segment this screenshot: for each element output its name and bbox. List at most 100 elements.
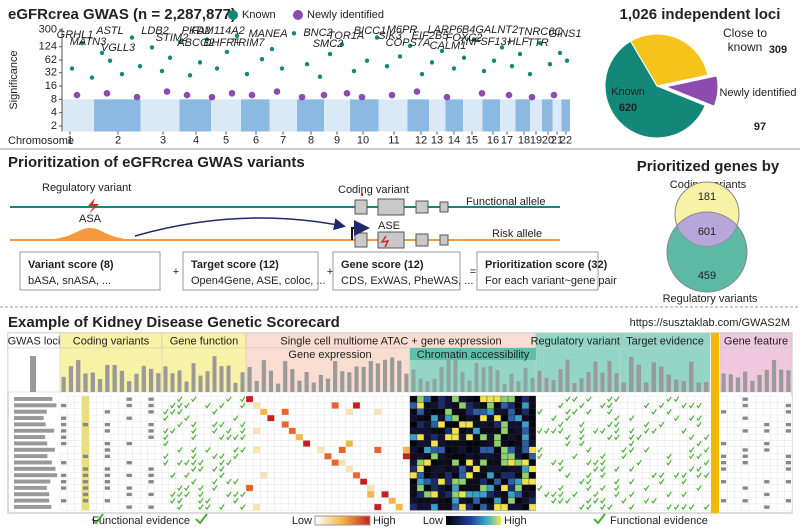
- cell: [395, 414, 404, 422]
- cell: [324, 452, 332, 460]
- regulation-arrow: [134, 217, 346, 237]
- header-bar: [61, 376, 66, 392]
- cell: [535, 433, 544, 441]
- cell-bar: [82, 473, 89, 478]
- header-bar: [607, 360, 612, 392]
- cell: [570, 472, 579, 479]
- cell: [528, 503, 537, 511]
- cell: [507, 446, 516, 454]
- data-point: [384, 64, 390, 69]
- cell: [260, 478, 268, 486]
- cell-bar: [148, 467, 154, 471]
- check-icon: [666, 459, 672, 466]
- cell: [500, 452, 509, 460]
- cell: [217, 497, 226, 505]
- cell: [437, 497, 446, 505]
- cell: [281, 440, 289, 447]
- cell: [345, 433, 354, 441]
- cell: [472, 478, 481, 486]
- check-icon: [233, 497, 239, 504]
- cell: [96, 497, 104, 505]
- locus-bar: [14, 447, 55, 452]
- cell: [542, 440, 551, 447]
- cell: [317, 452, 325, 460]
- cell: [664, 421, 673, 428]
- check-icon: [551, 497, 557, 504]
- cell: [570, 497, 579, 505]
- check-icon: [233, 447, 239, 454]
- regulatory-variant-label: Regulatory variant: [42, 182, 131, 194]
- cell: [734, 408, 742, 416]
- cell: [465, 465, 474, 473]
- cell: [175, 472, 184, 479]
- check-icon: [586, 396, 592, 403]
- cell: [324, 421, 332, 428]
- cell: [260, 491, 268, 498]
- cell: [288, 491, 297, 498]
- functional-allele-label: Functional allele: [466, 196, 546, 208]
- check-icon: [651, 428, 657, 434]
- cell: [374, 491, 382, 498]
- cell: [224, 402, 233, 409]
- cell: [748, 408, 757, 416]
- cell: [381, 465, 389, 473]
- cell: [74, 414, 83, 422]
- header-bar: [460, 371, 465, 392]
- cell: [748, 459, 757, 466]
- cell: [570, 440, 579, 447]
- cell: [203, 421, 212, 428]
- x-tick-label: 1: [67, 134, 73, 146]
- legend-label: High: [504, 515, 527, 527]
- cell: [67, 440, 75, 447]
- cell-bar: [148, 429, 154, 433]
- cell: [274, 497, 282, 505]
- y-tick-label: 16: [45, 80, 57, 92]
- cell: [88, 484, 97, 492]
- cell: [423, 440, 432, 447]
- cell: [521, 484, 530, 492]
- cell: [687, 421, 696, 428]
- check-icon: [600, 459, 606, 466]
- cell: [252, 459, 261, 466]
- cell: [493, 433, 502, 441]
- cell-bar: [104, 486, 110, 490]
- locus-bar: [14, 435, 46, 440]
- cell: [734, 472, 742, 479]
- cell: [338, 421, 346, 428]
- cell: [465, 446, 474, 454]
- cell: [479, 414, 488, 422]
- cell: [245, 395, 254, 403]
- header-bar: [148, 368, 154, 392]
- cell: [96, 402, 104, 409]
- cell: [591, 414, 600, 422]
- cell: [451, 459, 460, 466]
- cell: [642, 414, 651, 422]
- cell: [514, 452, 523, 460]
- cell: [687, 484, 696, 492]
- check-icon: [240, 421, 246, 428]
- cell: [570, 427, 579, 435]
- cell: [345, 484, 354, 492]
- header-bar: [558, 368, 563, 392]
- cell: [437, 472, 446, 479]
- cell: [444, 402, 453, 409]
- cell: [310, 414, 318, 422]
- cell: [634, 440, 643, 447]
- cell: [570, 503, 579, 511]
- cell: [493, 446, 502, 454]
- cell: [763, 414, 771, 422]
- cell: [338, 440, 346, 447]
- cell: [189, 503, 198, 511]
- cell: [619, 484, 628, 492]
- cell: [430, 465, 439, 473]
- cell: [210, 459, 219, 466]
- cell: [702, 427, 711, 435]
- cell: [755, 446, 764, 454]
- cell: [274, 472, 282, 479]
- cell: [605, 452, 614, 460]
- cell: [719, 395, 728, 403]
- cell: [479, 402, 488, 409]
- header-bar: [579, 378, 584, 392]
- cell: [96, 459, 104, 466]
- cell: [238, 497, 247, 505]
